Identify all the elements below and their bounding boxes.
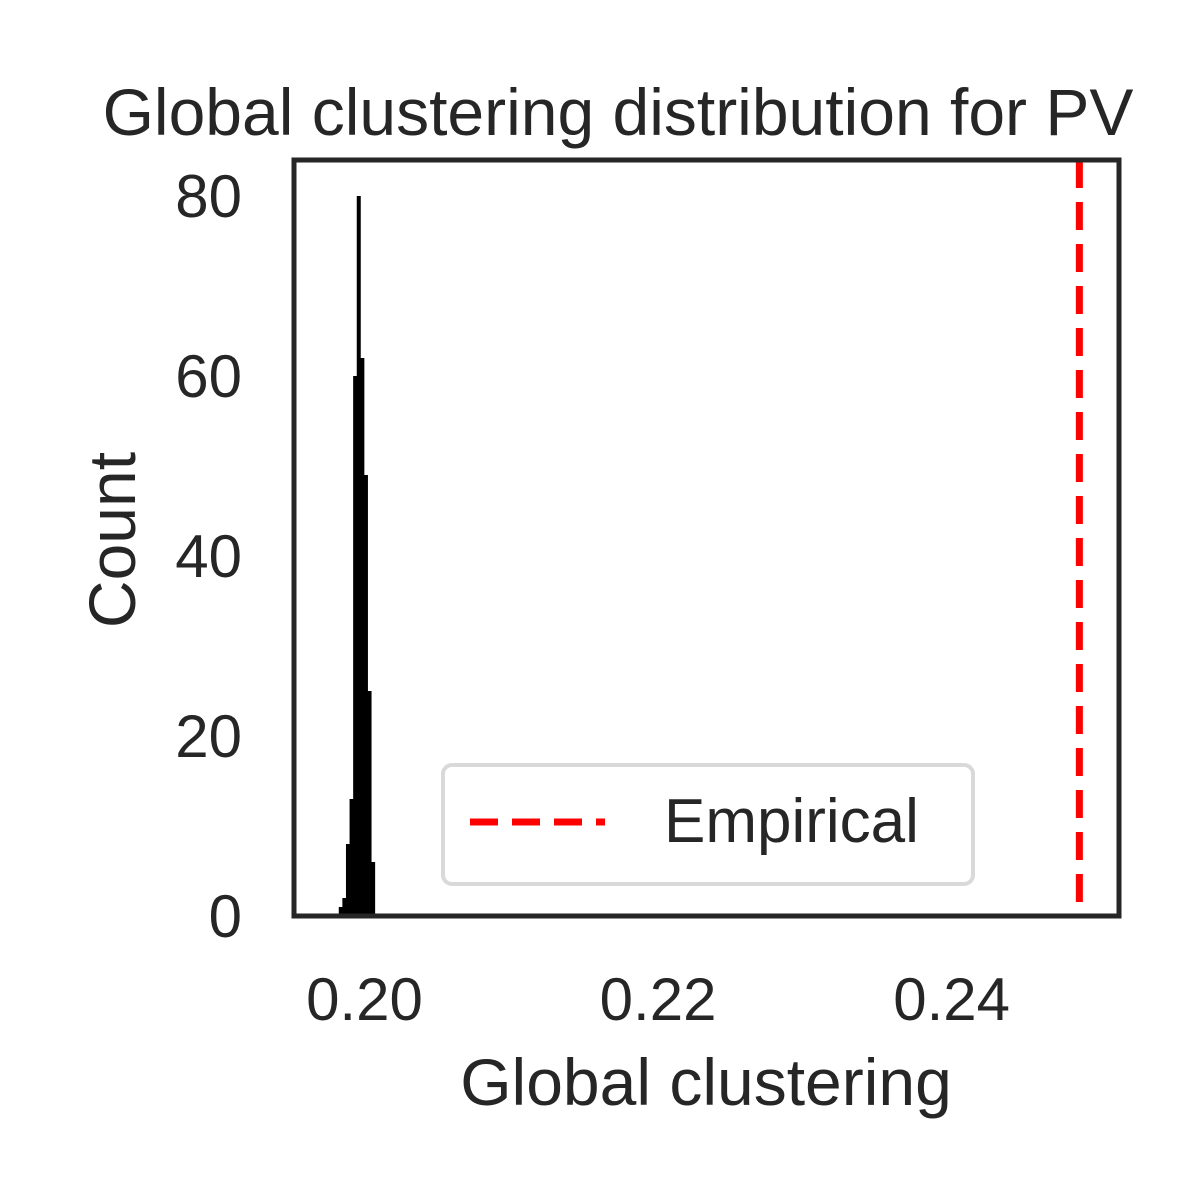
y-axis-ticks: 0 20 40 60 80 <box>175 163 242 950</box>
histogram-bar-0 <box>338 907 343 916</box>
x-axis-label: Global clustering <box>460 1045 952 1119</box>
histogram-bar-1 <box>342 898 347 916</box>
x-tick-label-2: 0.24 <box>893 966 1010 1033</box>
legend-box <box>441 763 975 886</box>
y-axis-label: Count <box>75 452 149 628</box>
histogram-bar-6 <box>360 358 365 916</box>
y-tick-label-3: 60 <box>175 343 242 410</box>
histogram-bar-7 <box>363 475 368 916</box>
chart-title: Global clustering distribution for PV <box>103 75 1134 149</box>
histogram-bar-3 <box>349 799 354 916</box>
histogram-bars <box>338 196 376 916</box>
plot-frame <box>291 157 1122 919</box>
y-tick-label-4: 80 <box>175 163 242 230</box>
x-tick-label-1: 0.22 <box>600 966 717 1033</box>
y-tick-label-1: 20 <box>175 703 242 770</box>
y-tick-label-0: 0 <box>209 883 242 950</box>
histogram-bar-9 <box>371 862 376 916</box>
legend-label-empirical: Empirical <box>664 787 919 856</box>
histogram-bar-2 <box>345 844 350 916</box>
x-tick-label-0: 0.20 <box>306 966 423 1033</box>
legend: Empirical <box>441 763 975 886</box>
histogram-bar-5 <box>356 196 361 916</box>
histogram-bar-4 <box>353 376 358 916</box>
histogram-bar-8 <box>367 691 372 916</box>
y-tick-label-2: 40 <box>175 523 242 590</box>
x-axis-ticks: 0.20 0.22 0.24 <box>306 966 1010 1033</box>
